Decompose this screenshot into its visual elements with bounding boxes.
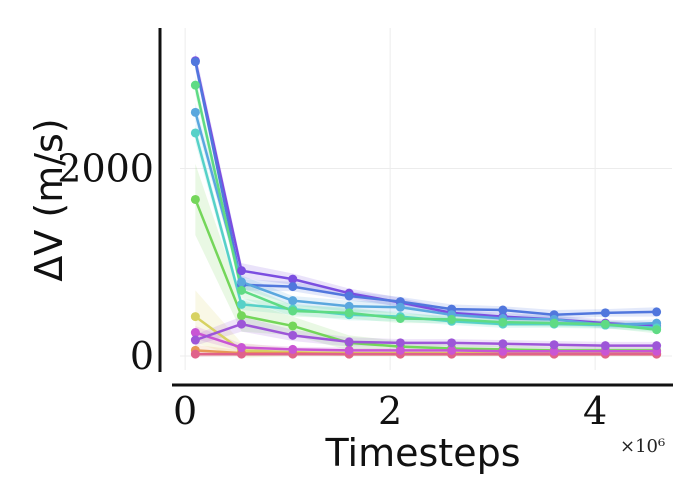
series-4-point-6 [498, 317, 508, 327]
series-9-point-1 [237, 343, 246, 353]
series-4-point-2 [288, 306, 298, 316]
series-9-point-6 [498, 346, 508, 356]
series-3-point-1 [237, 299, 246, 309]
series-4-point-7 [549, 318, 559, 328]
series-1-point-8 [600, 308, 610, 318]
series-4-point-4 [395, 313, 405, 323]
series-2-point-3 [344, 301, 354, 311]
series-10-point-8 [600, 341, 610, 351]
series-4-point-3 [344, 308, 354, 318]
series-points [190, 56, 662, 359]
series-10-point-0 [190, 335, 200, 345]
series-10-point-5 [447, 338, 457, 348]
series-1-point-0 [190, 57, 200, 67]
series-3-point-0 [190, 128, 200, 138]
series-0-point-1 [237, 266, 246, 276]
x-tick-label-2: 4 [583, 389, 607, 433]
series-10-point-7 [549, 340, 559, 350]
x-axis-title: Timesteps [325, 431, 521, 475]
series-4-line [194, 84, 657, 331]
series-8-point-0 [190, 349, 200, 359]
series-4-point-1 [237, 285, 246, 295]
series-2-point-0 [190, 107, 200, 117]
series-2-point-2 [288, 296, 298, 306]
series-1-point-9 [652, 307, 662, 317]
series-9-point-0 [190, 328, 200, 338]
series-10-line [194, 322, 657, 347]
x-tick-label-1: 2 [378, 389, 402, 433]
series-9-point-7 [549, 346, 559, 356]
series-1-point-6 [498, 305, 508, 315]
series-4-point-5 [447, 314, 457, 324]
series-2-point-4 [395, 302, 405, 312]
series-4-point-9 [652, 325, 662, 335]
series-9-point-3 [344, 345, 354, 355]
series-1-point-3 [344, 291, 354, 301]
series-lines [194, 60, 657, 356]
y-axis-title: ΔV (m/s) [27, 118, 71, 281]
y-tick-labels: 0 2000 [57, 147, 154, 378]
series-10-point-6 [498, 339, 508, 349]
series-8-point-1 [237, 349, 246, 359]
series-4-band [195, 75, 657, 334]
series-2-point-1 [237, 277, 246, 287]
series-1-line [194, 61, 657, 316]
series-0-point-2 [288, 274, 298, 284]
series-10-point-4 [395, 338, 405, 348]
series-10-point-3 [344, 337, 354, 347]
series-9-band [195, 325, 657, 355]
series-9-point-2 [288, 344, 298, 354]
y-tick-label-0: 0 [130, 334, 154, 378]
series-6-point-0 [190, 312, 200, 322]
series-10-point-1 [237, 319, 246, 329]
series-5-point-2 [288, 321, 298, 331]
series-9-line [194, 331, 657, 353]
series-4-point-0 [190, 80, 200, 90]
series-4-point-8 [600, 319, 610, 329]
y-tick-label-1: 2000 [57, 147, 154, 191]
series-10-band [195, 316, 657, 350]
series-9-point-4 [395, 345, 405, 355]
series-1-point-2 [288, 282, 298, 292]
series-5-point-1 [237, 311, 246, 321]
series-10-point-2 [288, 330, 298, 340]
x-tick-labels: 0 2 4 [173, 389, 607, 433]
x-multiplier-label: ×10⁶ [620, 436, 665, 457]
series-2-line [194, 112, 657, 327]
series-5-point-0 [190, 194, 200, 204]
series-10-point-9 [652, 341, 662, 351]
x-tick-label-0: 0 [173, 389, 197, 433]
series-9-point-5 [447, 345, 457, 355]
grid [180, 28, 672, 370]
